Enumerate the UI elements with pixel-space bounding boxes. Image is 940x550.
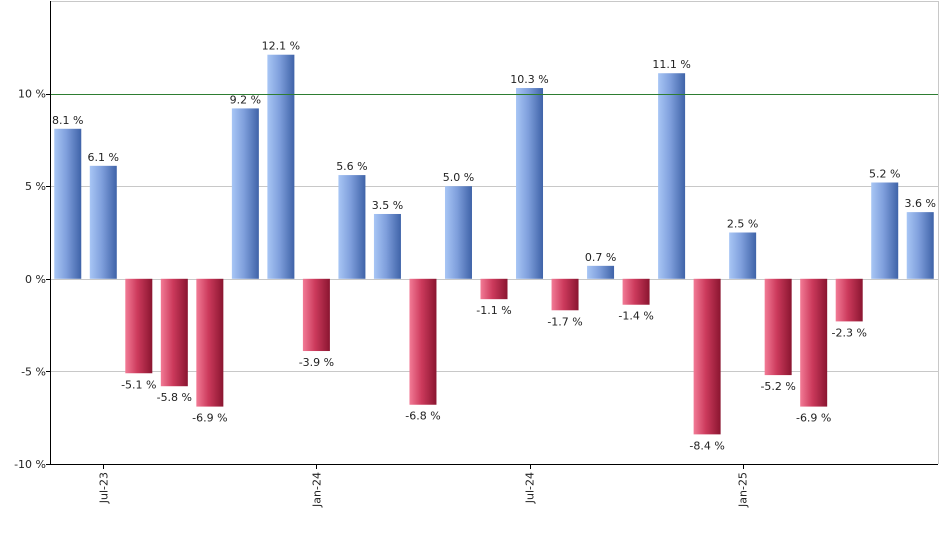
data-label-5: 9.2 % [230, 93, 261, 106]
data-label-12: -1.1 % [476, 304, 511, 317]
bar-22 [835, 278, 863, 322]
data-label-22: -2.3 % [831, 326, 866, 339]
data-label-4: -6.9 % [192, 412, 227, 425]
data-label-9: 3.5 % [372, 199, 403, 212]
y-tick-label-2: 0 % [25, 273, 46, 286]
data-label-13: 10.3 % [510, 73, 548, 86]
x-tick-label-3: Jan-25 [737, 472, 750, 508]
bar-17 [658, 73, 686, 279]
data-label-2: -5.1 % [121, 378, 156, 391]
data-label-6: 12.1 % [262, 40, 300, 53]
data-label-14: -1.7 % [547, 315, 582, 328]
bar-4 [196, 278, 224, 407]
bar-5 [231, 108, 259, 279]
data-label-21: -6.9 % [796, 412, 831, 425]
bar-16 [622, 278, 650, 305]
bar-10 [409, 278, 437, 405]
y-tick-label-3: -5 % [21, 365, 46, 378]
x-tick-label-2: Jul-24 [524, 472, 537, 504]
bar-14 [551, 278, 579, 311]
bar-12 [480, 278, 508, 300]
bar-19 [729, 232, 757, 279]
bar-2 [125, 278, 153, 374]
data-label-11: 5.0 % [443, 171, 474, 184]
bar-7 [302, 278, 330, 352]
bar-1 [89, 165, 117, 279]
bar-9 [373, 213, 401, 279]
data-label-7: -3.9 % [299, 356, 334, 369]
data-label-16: -1.4 % [618, 310, 653, 323]
data-label-8: 5.6 % [336, 160, 367, 173]
bar-24 [906, 212, 934, 279]
bar-11 [444, 186, 472, 279]
data-label-19: 2.5 % [727, 218, 758, 231]
data-label-23: 5.2 % [869, 168, 900, 181]
data-label-10: -6.8 % [405, 410, 440, 423]
data-label-18: -8.4 % [689, 439, 724, 452]
y-tick-label-4: -10 % [14, 458, 46, 471]
bar-23 [871, 182, 899, 279]
y-tick-label-1: 5 % [25, 180, 46, 193]
bar-18 [693, 278, 721, 435]
bar-3 [160, 278, 188, 387]
x-tick-label-1: Jan-24 [310, 472, 323, 508]
data-label-20: -5.2 % [760, 380, 795, 393]
data-label-17: 11.1 % [652, 58, 690, 71]
y-tick-label-0: 10 % [18, 88, 46, 101]
bar-13 [516, 88, 544, 279]
bar-0 [54, 128, 82, 279]
data-label-0: 8.1 % [52, 114, 83, 127]
bar-15 [587, 265, 615, 279]
bar-8 [338, 175, 366, 279]
data-label-15: 0.7 % [585, 251, 616, 264]
x-tick-label-0: Jul-23 [97, 472, 110, 504]
bar-20 [764, 278, 792, 376]
data-label-1: 6.1 % [88, 151, 119, 164]
bar-21 [800, 278, 828, 407]
bar-6 [267, 54, 295, 279]
data-label-3: -5.8 % [157, 391, 192, 404]
data-label-24: 3.6 % [905, 197, 936, 210]
axes [46, 1, 938, 469]
bars [54, 54, 934, 435]
labels: 10 % 5 % 0 % -5 % -10 % Jul-23 Jan-24 Jul-24 Jan… [14, 40, 936, 508]
